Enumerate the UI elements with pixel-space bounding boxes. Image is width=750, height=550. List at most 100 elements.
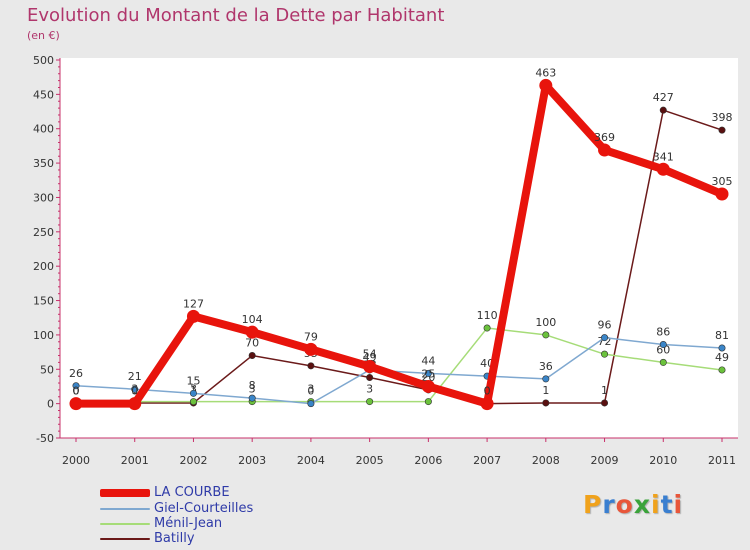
y-tick-label-3: 100 — [33, 329, 54, 342]
data-point-la-courbe-2007 — [480, 397, 494, 411]
proxiti-logo: Proxiti — [583, 490, 684, 519]
data-point-la-courbe-2011 — [715, 187, 729, 201]
data-point-m-nil-jean-2010 — [659, 358, 667, 366]
legend-item-la-courbe: LA COURBE — [100, 485, 320, 501]
data-point-giel-courteilles-2006 — [424, 369, 432, 377]
data-label-giel-courteilles-2011: 81 — [715, 329, 729, 342]
data-point-batilly-2011 — [718, 126, 726, 134]
legend-item-menil-jean: Ménil-Jean — [100, 516, 320, 532]
data-point-la-courbe-2010 — [656, 162, 670, 176]
data-point-m-nil-jean-2007 — [483, 324, 491, 332]
data-label-la-courbe-2001: 0 — [131, 385, 138, 398]
x-tick-label-2007: 2007 — [473, 454, 501, 467]
x-tick-label-2002: 2002 — [179, 454, 207, 467]
data-point-batilly-2009 — [601, 399, 609, 407]
legend-swatch-batilly — [100, 538, 150, 540]
data-label-m-nil-jean-2000: 0 — [73, 385, 80, 398]
data-label-m-nil-jean-2011: 49 — [715, 351, 729, 364]
data-label-giel-courteilles-2010: 86 — [656, 326, 670, 339]
y-tick-label-7: 300 — [33, 191, 54, 204]
data-point-m-nil-jean-2009 — [601, 350, 609, 358]
data-label-la-courbe-2003: 104 — [242, 313, 263, 326]
data-point-batilly-2003 — [248, 352, 256, 360]
legend-item-giel-courteilles: Giel-Courteilles — [100, 501, 320, 517]
data-point-la-courbe-2008 — [539, 78, 553, 92]
data-label-m-nil-jean-2004: 3 — [307, 383, 314, 396]
data-point-la-courbe-2004 — [304, 342, 318, 356]
data-point-batilly-2008 — [542, 399, 550, 407]
data-point-giel-courteilles-2010 — [659, 341, 667, 349]
data-point-giel-courteilles-2000 — [72, 382, 80, 390]
y-tick-label-10: 450 — [33, 88, 54, 101]
data-point-m-nil-jean-2005 — [366, 398, 374, 406]
data-label-giel-courteilles-2003: 8 — [249, 379, 256, 392]
legend-swatch-menil-jean — [100, 523, 150, 525]
data-label-m-nil-jean-2010: 60 — [656, 343, 670, 356]
x-tick-label-2000: 2000 — [62, 454, 90, 467]
data-point-batilly-2005 — [366, 374, 374, 382]
data-point-la-courbe-2002 — [186, 309, 200, 323]
data-label-batilly-2003: 70 — [245, 337, 259, 350]
y-tick-label-11: 500 — [33, 54, 54, 67]
data-label-m-nil-jean-2003: 3 — [249, 383, 256, 396]
data-label-batilly-2000: 0 — [73, 385, 80, 398]
data-point-la-courbe-2005 — [363, 360, 377, 374]
x-tick-label-2011: 2011 — [708, 454, 736, 467]
data-label-giel-courteilles-2002: 15 — [186, 374, 200, 387]
x-tick-label-2008: 2008 — [532, 454, 560, 467]
data-label-batilly-2011: 398 — [712, 111, 733, 124]
data-label-la-courbe-2005: 54 — [363, 348, 377, 361]
data-label-giel-courteilles-2009: 96 — [598, 319, 612, 332]
legend-label-giel-courteilles: Giel-Courteilles — [154, 501, 254, 516]
x-tick-label-2006: 2006 — [414, 454, 442, 467]
data-point-giel-courteilles-2003 — [248, 394, 256, 402]
data-label-m-nil-jean-2002: 3 — [190, 383, 197, 396]
data-label-m-nil-jean-2007: 110 — [477, 309, 498, 322]
y-tick-label-9: 400 — [33, 123, 54, 136]
legend-item-batilly: Batilly — [100, 531, 320, 547]
data-label-la-courbe-2000: 0 — [73, 385, 80, 398]
data-label-la-courbe-2004: 79 — [304, 330, 318, 343]
data-point-giel-courteilles-2011 — [718, 344, 726, 352]
data-label-giel-courteilles-2004: 0 — [307, 385, 314, 398]
data-point-la-courbe-2001 — [128, 397, 142, 411]
data-label-giel-courteilles-2001: 21 — [128, 370, 142, 383]
data-label-la-courbe-2011: 305 — [712, 175, 733, 188]
x-tick-label-2001: 2001 — [121, 454, 149, 467]
data-label-giel-courteilles-2008: 36 — [539, 360, 553, 373]
chart-title: Evolution du Montant de la Dette par Hab… — [27, 5, 445, 26]
data-label-m-nil-jean-2008: 100 — [535, 316, 556, 329]
data-label-la-courbe-2006: 25 — [421, 367, 435, 380]
data-label-batilly-2010: 427 — [653, 91, 674, 104]
data-point-batilly-2004 — [307, 362, 315, 370]
data-label-giel-courteilles-2000: 26 — [69, 367, 83, 380]
legend-swatch-giel-courteilles — [100, 508, 150, 510]
series-line-m-nil-jean — [75, 327, 723, 405]
legend-label-menil-jean: Ménil-Jean — [154, 516, 223, 531]
data-point-la-courbe-2006 — [421, 379, 435, 393]
data-label-giel-courteilles-2005: 49 — [363, 351, 377, 364]
data-point-m-nil-jean-2011 — [718, 366, 726, 374]
series-line-la-courbe — [72, 81, 726, 408]
data-label-la-courbe-2010: 341 — [653, 150, 674, 163]
data-point-batilly-2010 — [659, 106, 667, 114]
series-line-batilly — [75, 109, 723, 405]
data-point-la-courbe-2000 — [69, 397, 83, 411]
data-point-la-courbe-2009 — [598, 143, 612, 157]
data-point-la-courbe-2003 — [245, 325, 259, 339]
chart-subtitle: (en €) — [27, 29, 60, 42]
legend-swatch-la-courbe — [100, 489, 150, 497]
y-tick-label-0: -50 — [36, 432, 54, 445]
data-point-giel-courteilles-2004 — [307, 400, 315, 408]
data-label-m-nil-jean-2005: 3 — [366, 383, 373, 396]
x-tick-label-2004: 2004 — [297, 454, 325, 467]
x-tick-label-2003: 2003 — [238, 454, 266, 467]
y-tick-label-5: 200 — [33, 260, 54, 273]
data-point-giel-courteilles-2008 — [542, 375, 550, 383]
data-point-giel-courteilles-2009 — [601, 334, 609, 342]
data-label-la-courbe-2002: 127 — [183, 297, 204, 310]
series-line-giel-courteilles — [75, 336, 723, 405]
y-tick-label-1: 0 — [47, 398, 54, 411]
data-label-batilly-2008: 1 — [542, 384, 549, 397]
